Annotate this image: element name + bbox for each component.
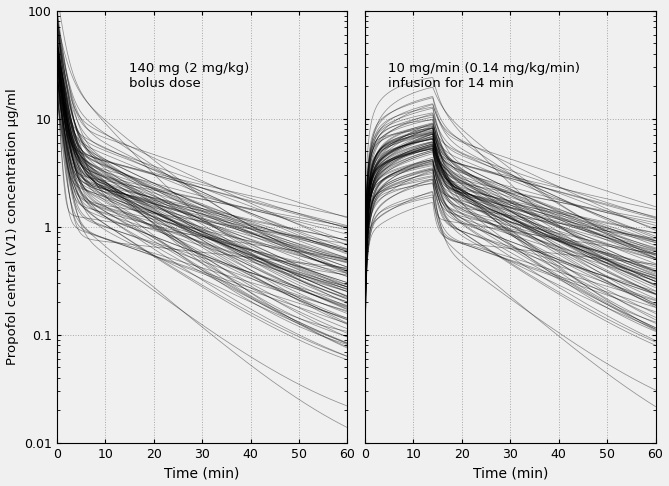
Text: 140 mg (2 mg/kg)
bolus dose: 140 mg (2 mg/kg) bolus dose — [130, 63, 250, 90]
X-axis label: Time (min): Time (min) — [472, 467, 548, 481]
Text: 10 mg/min (0.14 mg/kg/min)
infusion for 14 min: 10 mg/min (0.14 mg/kg/min) infusion for … — [388, 63, 580, 90]
X-axis label: Time (min): Time (min) — [165, 467, 240, 481]
Y-axis label: Propofol central (V1) concentration μg/ml: Propofol central (V1) concentration μg/m… — [5, 88, 19, 365]
